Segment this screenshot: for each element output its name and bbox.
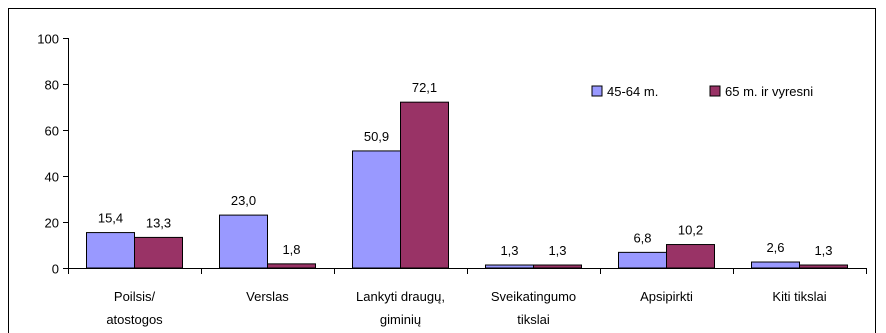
legend-swatch xyxy=(709,85,721,97)
data-label: 13,3 xyxy=(146,215,171,230)
data-label: 10,2 xyxy=(678,223,703,238)
bar-series-1 xyxy=(86,232,135,269)
bar-series-1 xyxy=(485,264,534,269)
x-category-label: giminių xyxy=(380,312,421,327)
legend-label: 45-64 m. xyxy=(607,84,658,99)
x-axis-labels: Poilsis/atostogos Verslas Lankyti draugų, g… xyxy=(106,289,826,327)
legend-swatch xyxy=(591,85,603,97)
x-category-label: Sveikatingumo xyxy=(491,289,576,304)
x-category-label: Apsipirkti xyxy=(640,289,693,304)
data-label: 23,0 xyxy=(231,193,256,208)
x-category-label: Verslas xyxy=(246,289,289,304)
bar-series-1 xyxy=(618,251,667,269)
data-label: 2,6 xyxy=(766,240,784,255)
bar-series-2 xyxy=(533,264,582,269)
data-label: 1,3 xyxy=(500,243,518,258)
data-label: 50,9 xyxy=(364,129,389,144)
y-tick-label: 80 xyxy=(45,78,59,93)
y-tick-label: 20 xyxy=(45,216,59,231)
axes: 0 20 40 60 80 100 xyxy=(37,32,867,277)
x-category-label: Poilsis/ xyxy=(114,289,156,304)
x-category-label: Lankyti draugų, xyxy=(356,289,445,304)
x-category-label: Kiti tikslai xyxy=(772,289,826,304)
data-label: 6,8 xyxy=(633,230,651,245)
bar-series-1 xyxy=(219,214,268,269)
y-tick-label: 0 xyxy=(52,262,59,277)
bar-series-2 xyxy=(799,264,848,269)
bar-series-2 xyxy=(267,263,316,269)
data-label: 1,8 xyxy=(282,242,300,257)
data-label: 72,1 xyxy=(412,80,437,95)
data-label: 1,3 xyxy=(814,243,832,258)
y-tick-label: 60 xyxy=(45,124,59,139)
chart-border xyxy=(8,8,876,333)
bar-series-1 xyxy=(352,150,401,269)
legend: 45-64 m. 65 m. ir vyresni xyxy=(591,84,813,99)
bars xyxy=(86,101,848,269)
data-label: 15,4 xyxy=(98,211,123,226)
data-label: 1,3 xyxy=(548,243,566,258)
legend-label: 65 m. ir vyresni xyxy=(725,84,813,99)
x-category-label: atostogos xyxy=(106,312,163,327)
bar-series-2 xyxy=(666,244,715,269)
value-labels: 15,4 13,3 23,0 1,8 50,9 72,1 1,3 1,3 6,8 10,2 2,6 1… xyxy=(98,80,833,258)
x-category-label: tikslai xyxy=(517,312,550,327)
bar-series-1 xyxy=(751,261,800,269)
bar-series-2 xyxy=(134,236,183,269)
y-tick-label: 40 xyxy=(45,170,59,185)
bar-series-2 xyxy=(400,101,449,269)
y-tick-label: 100 xyxy=(37,32,59,47)
